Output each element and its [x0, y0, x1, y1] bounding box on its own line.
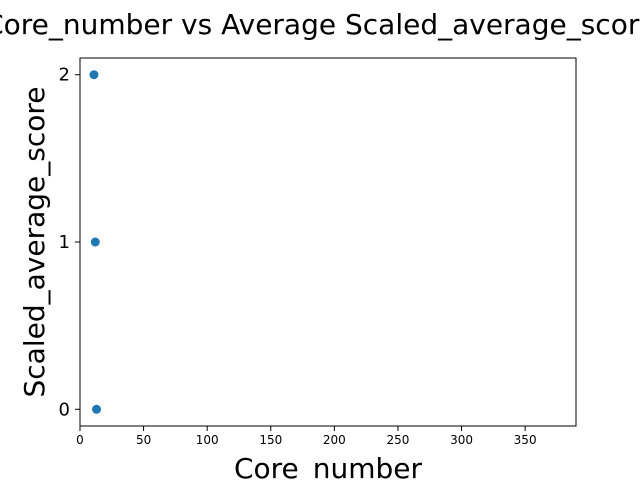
data-point-0 — [89, 70, 99, 80]
x-tick-label-0: 0 — [76, 433, 84, 447]
y-tick-label-2: 2 — [59, 65, 70, 86]
x-tick-label-50: 50 — [136, 433, 151, 447]
y-tick-label-1: 1 — [59, 232, 70, 253]
x-tick-label-250: 250 — [386, 433, 409, 447]
x-axis: 0 50 100 150 200 250 300 350 — [76, 426, 537, 447]
plot-frame — [79, 57, 577, 427]
plot-area — [79, 57, 577, 427]
x-tick-label-100: 100 — [196, 433, 219, 447]
chart-title: Core_number vs Average Scaled_average_sc… — [0, 8, 640, 41]
x-axis-label: Core_number — [234, 452, 423, 480]
x-tick-label-150: 150 — [259, 433, 282, 447]
x-tick-label-300: 300 — [450, 433, 473, 447]
data-points — [89, 70, 102, 414]
x-tick-label-350: 350 — [514, 433, 537, 447]
data-point-2 — [92, 404, 102, 414]
data-point-1 — [90, 237, 100, 247]
x-tick-label-200: 200 — [323, 433, 346, 447]
y-axis: 0 1 2 — [59, 65, 80, 420]
y-tick-label-0: 0 — [59, 399, 70, 420]
y-axis-label: Scaled_average_score — [18, 87, 51, 398]
